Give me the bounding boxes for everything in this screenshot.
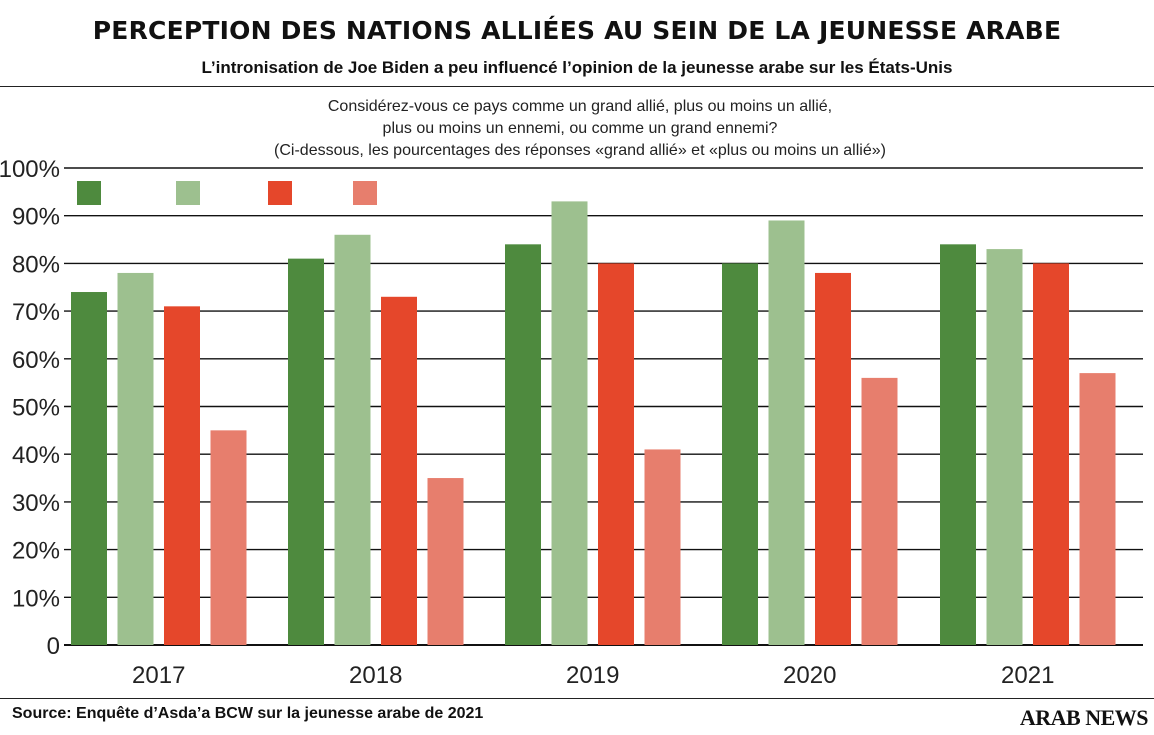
survey-question: Considérez-vous ce pays comme un grand a… [200,96,960,162]
legend-swatch-series-3 [268,181,292,205]
y-tick-label: 10% [12,585,60,612]
x-tick-label: 2020 [783,662,836,689]
y-tick-label: 90% [12,204,60,231]
bar-2021-series-2 [986,249,1023,645]
source-note: Source: Enquête d’Asda’a BCW sur la jeun… [12,705,484,722]
bar-2017-series-4 [210,430,247,645]
y-tick-label: 20% [12,538,60,565]
survey-question-line-1: Considérez-vous ce pays comme un grand a… [327,98,833,115]
y-tick-label: 60% [12,347,60,374]
bar-2021-series-1 [940,244,976,645]
y-tick-label: 50% [12,395,60,422]
bar-2017-series-1 [71,292,107,645]
x-tick-label: 2018 [349,662,402,689]
y-tick-label: 40% [12,442,60,469]
bar-2020-series-3 [815,272,851,645]
bar-2019-series-1 [505,244,541,645]
survey-question-line-3: (Ci-dessous, les pourcentages des répons… [274,142,886,159]
bar-2018-series-1 [288,258,324,645]
legend-swatch-series-1 [77,181,101,205]
bar-2017-series-2 [117,272,154,645]
legend-swatch-series-2 [176,181,200,205]
bar-2020-series-1 [722,263,758,645]
bar-2020-series-2 [768,220,805,645]
survey-question-line-2: plus ou moins un ennemi, ou comme un gra… [382,120,778,137]
chart-title: PERCEPTION DES NATIONS ALLIÉES AU SEIN D… [92,16,1062,45]
arab-news-logo: ARAB NEWS [1019,705,1149,730]
y-tick-label: 100% [0,156,60,183]
bar-2018-series-3 [381,296,417,645]
bar-2018-series-4 [427,478,464,645]
y-tick-label: 80% [12,251,60,278]
bar-2019-series-4 [644,449,681,645]
bottom-divider [0,698,1154,699]
chart-subtitle: L’intronisation de Joe Biden a peu influ… [201,58,953,77]
y-tick-label: 70% [12,299,60,326]
x-tick-label: 2017 [132,662,185,689]
top-divider [0,86,1154,87]
bar-2017-series-3 [164,306,200,645]
bar-2019-series-3 [598,263,634,645]
bar-2020-series-4 [861,377,898,645]
y-tick-label: 30% [12,490,60,517]
bar-2019-series-2 [551,201,588,645]
legend-swatch-series-4 [353,181,377,205]
x-tick-label: 2019 [566,662,619,689]
bar-2021-series-3 [1033,263,1069,645]
x-tick-label: 2021 [1001,662,1054,689]
bar-2021-series-4 [1079,373,1116,645]
y-tick-label: 0 [47,633,60,660]
bar-2018-series-2 [334,234,371,645]
